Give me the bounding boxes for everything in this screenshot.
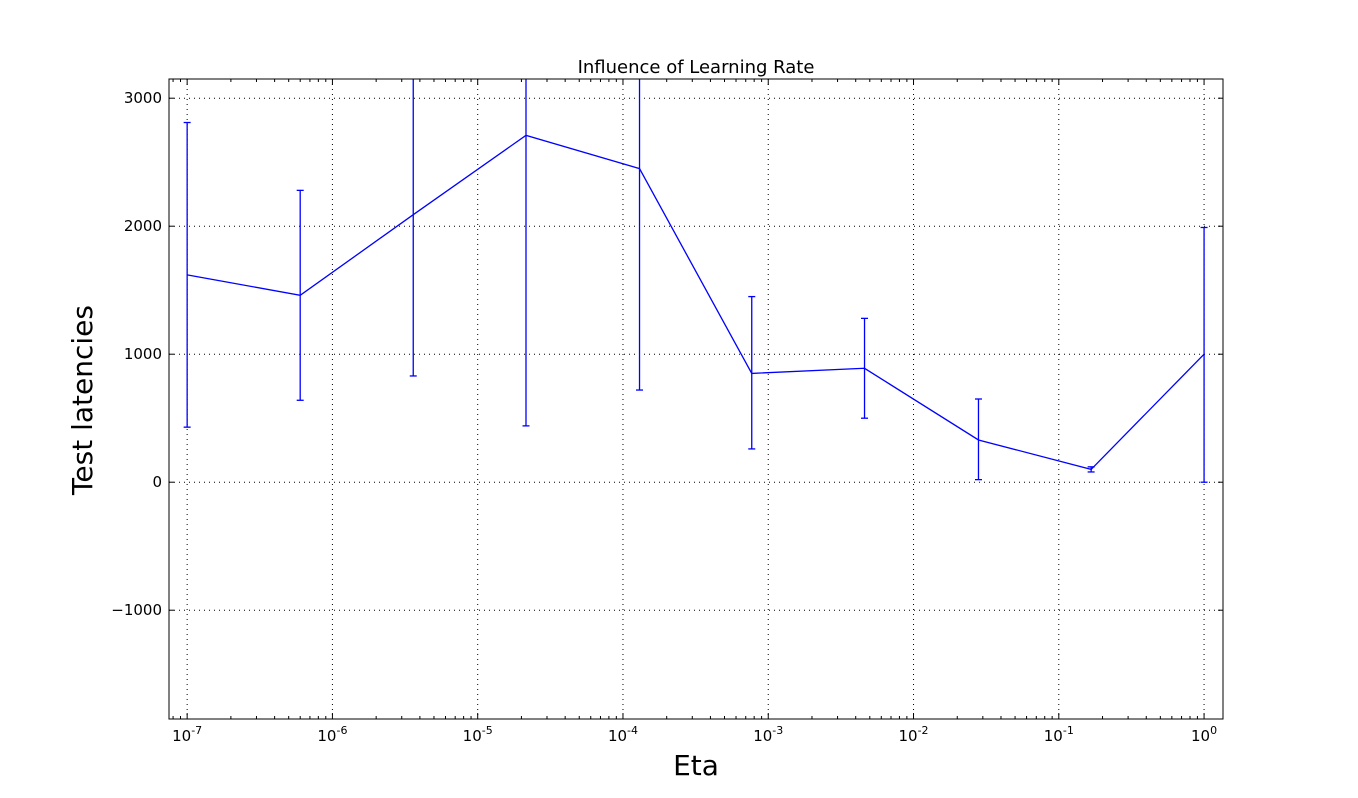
y-tick-label: 1000 (124, 345, 162, 363)
y-tick-label: 2000 (124, 217, 162, 235)
x-tick-label: 10-6 (317, 724, 347, 745)
x-tick-label: 10-1 (1044, 724, 1074, 745)
x-axis-label: Eta (673, 749, 719, 782)
x-tick-label: 10-5 (463, 724, 493, 745)
grid-lines (169, 79, 1223, 719)
data-series (183, 79, 1208, 483)
chart-title: Influence of Learning Rate (578, 57, 815, 78)
y-tick-label: 0 (152, 473, 162, 491)
y-tick-label: 3000 (124, 89, 162, 107)
x-tick-label: 100 (1191, 724, 1217, 745)
y-axis-label: Test latencies (66, 305, 99, 496)
axis-ticks: 3000 2000 1000 0 −1000 10-7 10-6 10-5 10-4 10-3 10… (111, 79, 1223, 745)
x-tick-label: 10-4 (608, 724, 638, 745)
x-tick-label: 10-7 (172, 724, 202, 745)
series-line (187, 134, 1205, 471)
plot-frame (168, 78, 1224, 720)
y-tick-label: −1000 (111, 601, 162, 619)
x-tick-label: 10-2 (898, 724, 928, 745)
x-tick-label: 10-3 (753, 724, 783, 745)
